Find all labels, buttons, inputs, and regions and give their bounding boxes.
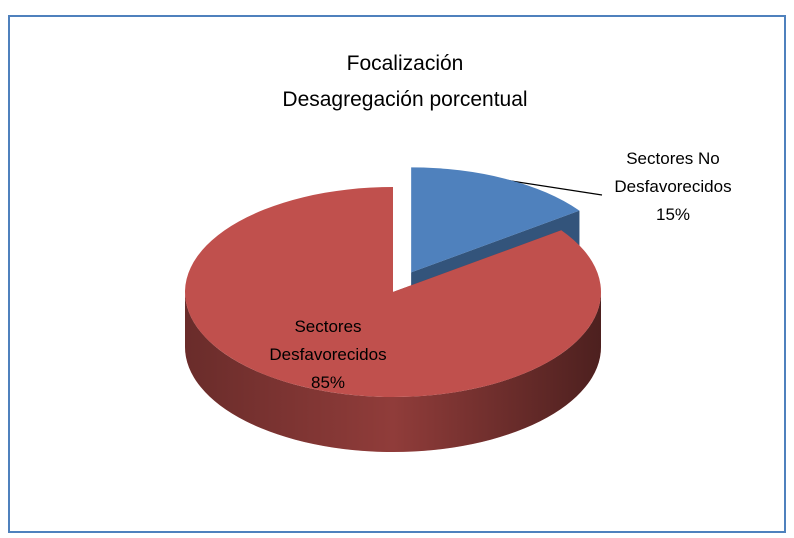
value-label: 15% (655, 205, 691, 224)
slice (411, 167, 580, 273)
slice-label: Sectores No Desfavorecidos 15% (598, 145, 748, 229)
chart-frame (8, 15, 786, 533)
shade (185, 292, 601, 452)
chart-subtitle: Desagregación porcentual (282, 88, 528, 111)
value-label: 85% (310, 373, 346, 392)
category-label: Sectores Desfavorecidos (269, 317, 387, 364)
chart-title: Focalización (346, 52, 464, 75)
category-label: Sectores No Desfavorecidos (614, 149, 732, 196)
slice-label: Sectores Desfavorecidos 85% (258, 313, 398, 397)
leader-line (504, 179, 603, 196)
slice (184, 187, 601, 397)
